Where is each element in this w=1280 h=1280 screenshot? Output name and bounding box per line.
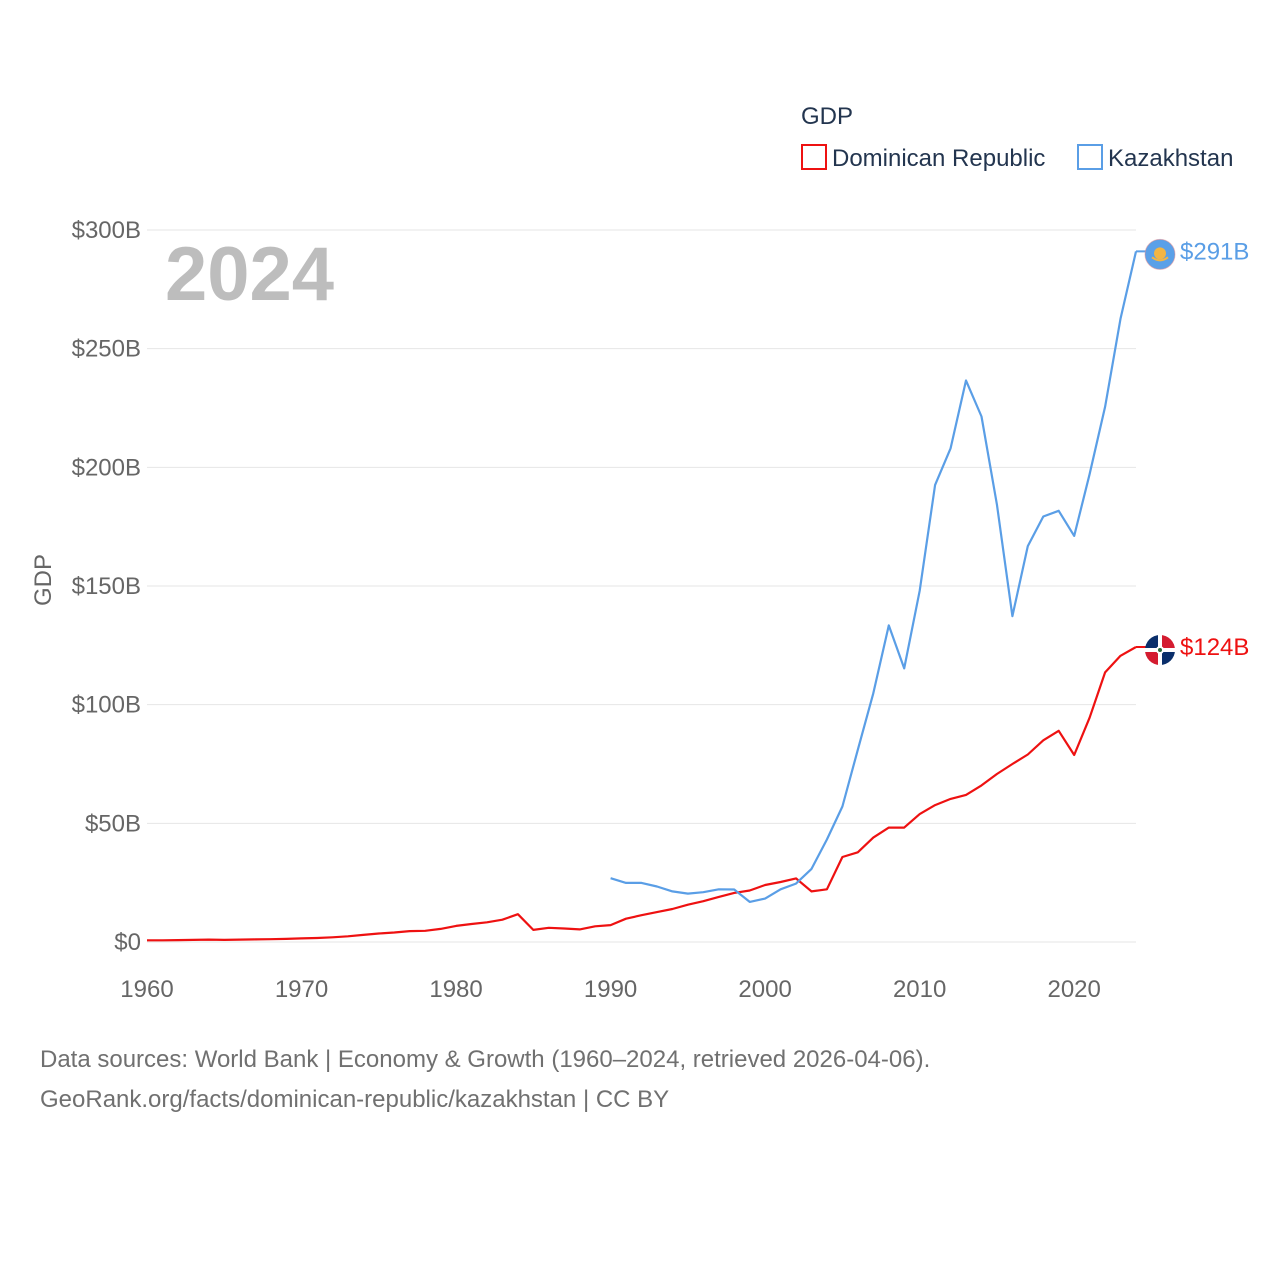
end-value-label-kazakhstan: $291B [1180,238,1249,265]
x-tick-label: 1980 [429,976,482,1003]
footer: Data sources: World Bank | Economy & Gro… [40,1040,930,1120]
dr-flag-quarter [1145,649,1160,665]
y-tick-label: $100B [72,692,141,719]
dr-flag-quarter [1145,634,1160,650]
kazakhstan-flag-rim [1144,238,1176,270]
x-tick-label: 1960 [120,976,173,1003]
dr-flag-emblem-center [1158,647,1162,652]
x-tick-label: 1970 [275,976,328,1003]
legend-label-kazakhstan[interactable]: Kazakhstan [1108,145,1233,172]
legend-swatch-kazakhstan[interactable] [1077,144,1103,170]
y-axis-label: GDP [30,554,57,606]
y-tick-label: $150B [72,573,141,600]
kazakhstan-flag-sun [1154,247,1166,260]
series-line-dominican [147,646,1137,942]
grid-lines [147,229,1136,943]
x-tick-label: 2020 [1047,976,1100,1003]
x-tick-label: 2000 [738,976,791,1003]
legend-title: GDP [801,103,853,130]
x-tick-label: 2010 [893,976,946,1003]
x-tick-label: 1990 [584,976,637,1003]
end-labels: $124B $291B [1136,238,1249,665]
footer-url: GeoRank.org/facts/dominican-republic/kaz… [40,1086,670,1113]
kazakhstan-flag-icon [1144,238,1176,270]
footer-source: Data sources: World Bank | Economy & Gro… [40,1046,931,1073]
series-lines [147,251,1138,942]
year-watermark: 2024 [165,232,334,317]
y-tick-label: $250B [72,336,141,363]
legend-swatch-dominican-republic[interactable] [801,144,827,170]
y-tick-label: $50B [85,810,141,837]
series-line-kazakhstan [610,251,1138,903]
dr-flag-quarter [1160,634,1175,650]
y-axis-ticks: $0 $50B $100B $150B $200B $250B $300B [72,217,141,956]
legend: GDP Dominican Republic Kazakhstan [801,103,1233,172]
kazakhstan-flag-eagle [1151,256,1169,262]
x-axis-ticks: 1960 1970 1980 1990 2000 2010 2020 [120,976,1101,1003]
y-tick-label: $0 [114,929,141,956]
dr-flag-quarter [1160,649,1175,665]
legend-label-dominican-republic[interactable]: Dominican Republic [832,145,1045,172]
end-value-label-dominican: $124B [1180,634,1249,661]
dominican-republic-flag-icon [1145,634,1175,665]
y-tick-label: $200B [72,454,141,481]
y-tick-label: $300B [72,217,141,244]
